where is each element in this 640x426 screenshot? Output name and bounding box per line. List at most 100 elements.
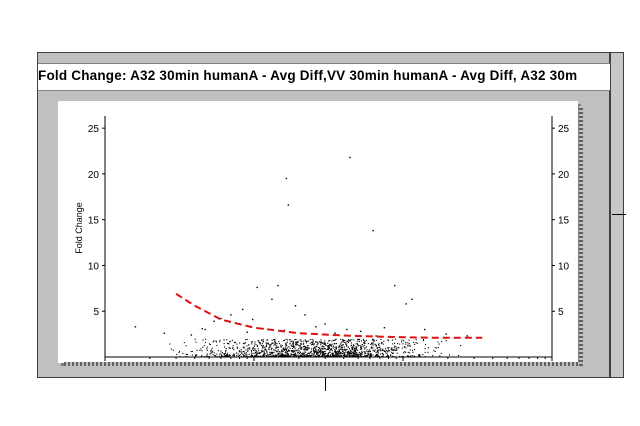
- data-point: [375, 335, 377, 337]
- data-points: [134, 156, 468, 337]
- data-point: [211, 347, 213, 349]
- data-point: [290, 353, 292, 355]
- data-point: [258, 356, 260, 358]
- data-point: [298, 355, 300, 357]
- data-point: [316, 354, 318, 356]
- data-point: [247, 348, 249, 350]
- data-point: [346, 351, 348, 353]
- vertical-scrollbar[interactable]: [610, 52, 624, 378]
- data-point: [269, 353, 271, 355]
- data-point: [348, 352, 350, 354]
- data-point: [226, 339, 228, 341]
- data-point: [356, 354, 358, 356]
- data-point: [194, 338, 196, 340]
- data-point: [409, 345, 411, 347]
- data-point: [329, 350, 331, 352]
- data-point: [373, 340, 375, 342]
- data-point: [297, 351, 299, 353]
- data-point: [378, 355, 380, 358]
- data-point: [419, 355, 421, 357]
- data-point: [298, 345, 300, 347]
- data-point: [386, 347, 388, 349]
- data-point: [346, 345, 348, 347]
- y-tick-label-left: 10: [88, 261, 100, 272]
- data-point: [352, 353, 355, 355]
- data-point: [339, 355, 341, 357]
- data-point: [287, 339, 289, 341]
- data-point: [300, 341, 302, 343]
- data-point: [289, 355, 291, 357]
- data-point: [269, 351, 271, 353]
- data-point: [311, 343, 313, 345]
- data-point: [269, 344, 271, 346]
- data-point: [268, 354, 270, 356]
- data-point: [206, 349, 208, 351]
- data-point: [360, 346, 362, 348]
- data-point: [355, 349, 357, 351]
- data-point: [377, 356, 379, 358]
- data-point: [305, 354, 307, 356]
- data-point: [294, 352, 296, 354]
- data-point: [331, 348, 333, 351]
- y-tick-label-right: 10: [558, 261, 570, 272]
- data-point: [272, 354, 274, 356]
- data-point: [434, 350, 436, 352]
- data-point: [370, 354, 372, 356]
- data-point: [302, 340, 304, 342]
- data-point: [342, 338, 344, 340]
- data-point: [338, 346, 341, 348]
- data-point: [272, 342, 274, 344]
- data-point: [353, 353, 356, 355]
- data-point: [325, 349, 327, 351]
- fold-change-scatter-chart[interactable]: 551010151520202525100010000100000A32 30m…: [58, 101, 578, 391]
- data-point: [262, 355, 264, 357]
- data-point: [381, 342, 383, 345]
- data-point: [292, 347, 294, 350]
- data-point: [372, 342, 374, 344]
- data-point: [277, 352, 279, 354]
- data-point: [365, 355, 367, 357]
- data-point: [321, 342, 324, 344]
- data-point: [395, 348, 397, 350]
- data-point: [216, 356, 218, 358]
- data-point: [261, 343, 263, 345]
- data-point: [262, 340, 264, 342]
- data-point: [392, 343, 394, 345]
- data-point: [393, 348, 395, 350]
- data-point: [302, 348, 304, 350]
- data-point: [342, 352, 345, 354]
- data-point: [302, 343, 304, 345]
- data-point: [315, 351, 317, 353]
- data-point: [381, 353, 383, 355]
- data-point: [350, 355, 352, 357]
- data-point: [317, 351, 319, 354]
- data-point: [387, 339, 389, 342]
- data-point: [291, 340, 293, 342]
- data-point: [313, 342, 315, 344]
- data-point: [294, 348, 296, 350]
- plot-panel[interactable]: 551010151520202525100010000100000A32 30m…: [58, 101, 578, 391]
- data-point: [349, 156, 351, 159]
- data-point: [372, 344, 374, 346]
- data-point: [359, 344, 361, 346]
- data-point: [163, 332, 165, 334]
- data-point: [289, 339, 291, 341]
- data-point: [210, 352, 212, 354]
- data-point: [283, 349, 285, 351]
- data-point: [361, 353, 363, 355]
- data-point: [384, 351, 386, 353]
- data-point: [254, 341, 256, 343]
- data-point: [233, 353, 235, 355]
- data-point: [170, 348, 172, 350]
- data-point: [352, 347, 354, 349]
- data-point: [312, 344, 314, 346]
- data-point: [370, 344, 372, 346]
- data-point: [245, 352, 247, 354]
- data-point: [350, 342, 353, 344]
- data-point: [328, 347, 330, 349]
- data-point: [243, 351, 245, 353]
- data-point: [264, 353, 266, 355]
- data-point: [329, 351, 331, 353]
- data-point: [411, 349, 414, 351]
- data-point: [335, 354, 337, 357]
